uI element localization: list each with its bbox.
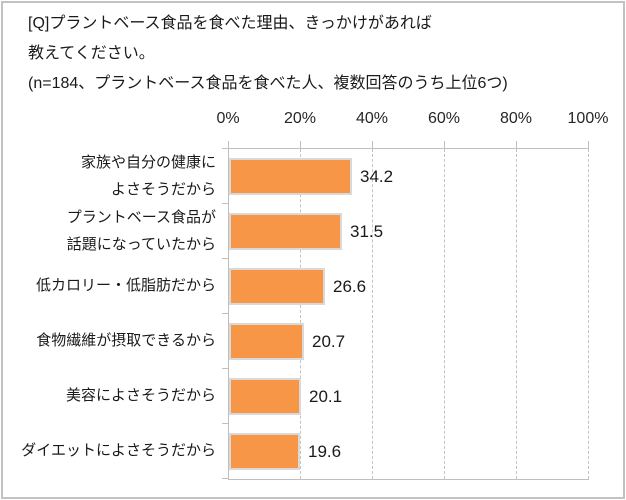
value-label: 31.5 <box>350 222 384 241</box>
category-axis-tick <box>222 148 228 149</box>
category-label-line: 美容によさそうだから <box>65 387 216 404</box>
bar <box>229 433 300 470</box>
gridline <box>516 149 517 479</box>
category-label: 美容によさそうだから <box>0 368 216 423</box>
value-axis-tick <box>300 141 301 148</box>
value-axis-tick-label: 100% <box>567 110 609 127</box>
value-axis-tick <box>588 141 589 148</box>
value-axis-tick-label: 40% <box>355 110 389 127</box>
plot-area: 34.2 31.5 26.6 20.7 20.1 19.6 <box>228 148 589 480</box>
category-axis-tick <box>222 203 228 204</box>
category-axis-tick <box>222 478 228 479</box>
bar <box>229 213 342 250</box>
value-axis-tick-label: 20% <box>283 110 317 127</box>
category-axis-tick <box>222 313 228 314</box>
category-axis-tick <box>222 423 228 424</box>
category-label: ダイエットによさそうだから <box>0 423 216 478</box>
bar <box>229 158 352 195</box>
category-label-line: 食物繊維が摂取できるから <box>36 332 216 349</box>
value-label: 19.6 <box>308 442 342 461</box>
chart-title-block: [Q]プラントベース食品を食べた理由、きっかけがあれば 教えてください。 (n=… <box>28 9 508 99</box>
chart-title-line-2: 教えてください。 <box>28 45 155 62</box>
gridline <box>444 149 445 479</box>
value-label: 34.2 <box>360 167 394 186</box>
category-axis-tick <box>222 368 228 369</box>
category-label-line: 話題になっていたから <box>66 235 216 253</box>
value-axis-tick <box>372 141 373 148</box>
category-label: 食物繊維が摂取できるから <box>0 313 216 368</box>
category-label: 低カロリー・低脂肪だから <box>0 258 216 313</box>
bar <box>229 268 325 305</box>
category-label-line: プラントベース食品が <box>66 208 216 226</box>
value-axis-tick <box>516 141 517 148</box>
category-label: 家族や自分の健康によさそうだから <box>0 148 216 203</box>
value-label: 20.7 <box>312 332 346 351</box>
category-label-line: 低カロリー・低脂肪だから <box>35 277 216 294</box>
value-axis-tick-label: 60% <box>427 110 461 127</box>
category-axis-tick <box>222 258 228 259</box>
category-label-line: よさそうだから <box>110 180 216 198</box>
category-label-line: ダイエットによさそうだから <box>21 442 216 459</box>
value-axis-tick <box>228 141 229 148</box>
bar <box>229 378 301 415</box>
value-axis-tick-label: 0% <box>216 110 240 127</box>
gridline <box>300 149 301 479</box>
value-axis-tick-label: 80% <box>499 110 533 127</box>
value-label: 26.6 <box>333 277 367 296</box>
chart-subtitle-note: (n=184、プラントベース食品を食べた人、複数回答のうち上位6つ) <box>28 75 508 92</box>
value-axis-tick <box>444 141 445 148</box>
category-label: プラントベース食品が 話題になっていたから <box>0 203 216 258</box>
bar <box>229 323 304 360</box>
chart-title-line-1: [Q]プラントベース食品を食べた理由、きっかけがあれば <box>28 15 432 32</box>
gridline <box>588 149 589 479</box>
gridline <box>372 149 373 479</box>
value-label: 20.1 <box>309 387 343 406</box>
category-label-line: 家族や自分の健康に <box>80 153 216 171</box>
